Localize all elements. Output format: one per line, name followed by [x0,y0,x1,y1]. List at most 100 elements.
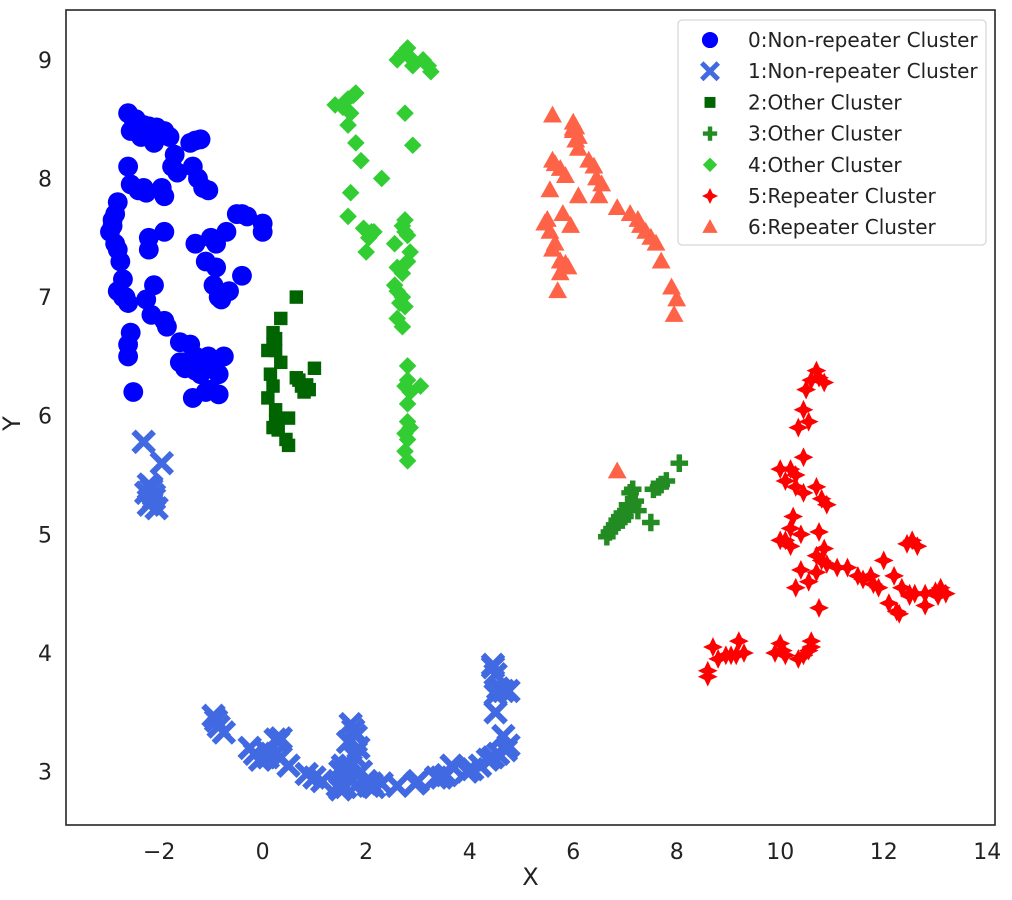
series-4 [326,39,440,470]
data-point [341,104,360,123]
data-point [915,583,936,604]
legend-entry: 0:Non-repeater Cluster [748,28,978,52]
data-point [266,379,280,393]
x-tick-label: −2 [143,840,175,865]
data-point [703,637,723,657]
data-point [211,720,237,745]
legend-entry: 3:Other Cluster [748,122,902,146]
data-point [801,631,822,652]
data-point [252,221,273,242]
data-point [398,430,417,449]
data-point [398,357,417,375]
legend-marker [701,187,719,205]
data-point [398,226,417,245]
data-point [556,166,575,184]
data-point [157,316,177,337]
data-point [589,186,609,204]
data-point [133,115,154,135]
data-point [796,379,817,400]
data-point [853,569,873,590]
data-point [793,447,814,468]
data-point [793,645,814,666]
data-point [798,571,819,592]
series-1 [131,429,521,802]
data-point [195,382,216,402]
data-point [607,198,627,216]
data-point [396,377,414,395]
data-point [816,494,837,515]
data-point [411,377,430,395]
data-point [806,476,827,497]
data-point [299,378,314,392]
legend-entry: 6:Repeater Cluster [748,215,937,239]
data-point [891,577,912,598]
data-point [281,411,296,425]
data-point [801,370,822,391]
x-tick-label: 0 [256,840,270,865]
data-point [806,360,827,381]
data-point [198,180,219,201]
data-point [128,180,149,201]
data-point [118,346,139,367]
data-point [385,234,404,253]
y-tick-label: 5 [38,523,52,548]
data-point [388,282,407,300]
data-point [607,461,627,479]
data-point [785,476,806,497]
data-point [657,472,676,490]
data-point [783,506,804,527]
data-point [102,210,123,230]
data-point [847,565,868,586]
data-point [629,501,647,520]
data-point [365,223,383,241]
data-point [274,355,288,370]
data-point [651,251,671,269]
data-point [780,459,801,480]
data-point [863,574,884,595]
data-point [785,577,806,598]
data-point [889,603,910,624]
data-point [814,372,835,393]
data-point [307,361,322,375]
data-point [339,116,357,134]
data-point [347,134,365,152]
data-point [798,411,819,432]
data-point [347,84,365,102]
data-point [553,204,573,221]
data-point [388,258,407,277]
data-point [483,700,508,725]
data-point [811,550,832,571]
data-point [935,583,956,604]
data-point [790,560,811,580]
data-point [396,211,414,229]
data-point [728,631,749,652]
data-point [190,129,211,150]
data-point [878,593,899,614]
data-point [790,524,811,545]
series-0 [100,103,273,408]
data-point [491,723,516,749]
data-point [592,174,612,192]
data-point [907,536,928,557]
data-point [405,768,431,794]
data-point [897,533,917,554]
data-point [439,753,464,778]
data-point [216,221,237,242]
data-point [393,264,412,283]
data-point [568,138,588,156]
y-axis-ticks: 3 4 5 6 7 8 9 [38,49,52,786]
legend-marker [702,126,718,141]
data-point [154,221,175,242]
data-point [276,753,301,778]
data-point [664,304,684,322]
data-point [491,678,516,704]
legend-entry: 4:Other Cluster [748,153,902,177]
data-point [274,311,288,326]
data-point [139,474,164,500]
data-point [131,429,156,455]
data-point [827,557,848,578]
data-point [902,530,923,551]
data-point [110,251,131,272]
data-point [899,586,920,606]
data-point [770,530,791,551]
